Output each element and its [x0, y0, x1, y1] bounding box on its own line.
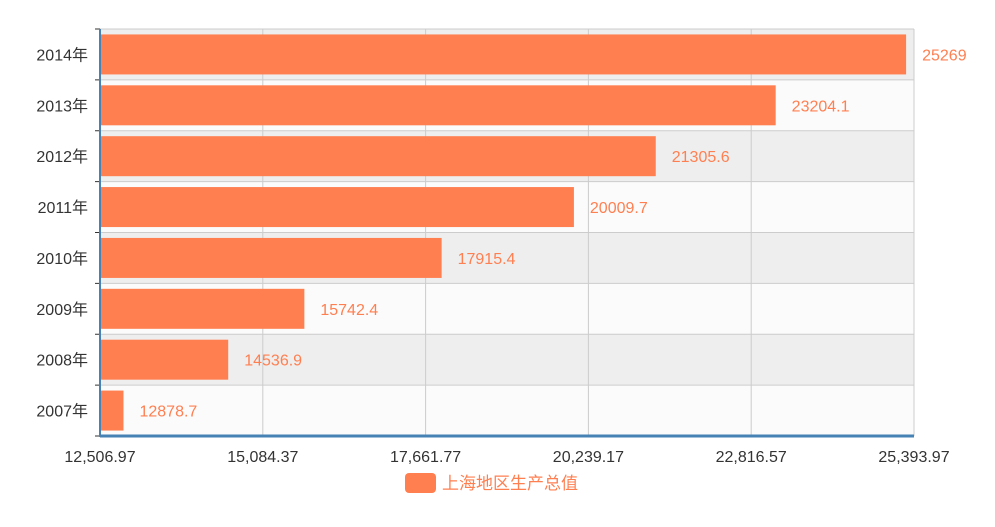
y-tick-label: 2010年	[36, 250, 88, 268]
y-tick-label: 2009年	[36, 301, 88, 319]
bar-value-label: 23204.1	[792, 98, 850, 115]
bar-value-label: 17915.4	[458, 251, 516, 268]
legend[interactable]: 上海地区生产总值	[405, 473, 578, 493]
x-tick-label: 15,084.37	[227, 449, 298, 466]
x-tick-label: 12,506.97	[64, 449, 135, 466]
bar[interactable]	[101, 85, 776, 126]
x-tick-label: 17,661.77	[390, 449, 461, 466]
x-tick-label: 22,816.57	[716, 449, 787, 466]
bar[interactable]	[101, 390, 124, 431]
bar-value-label: 21305.6	[672, 149, 730, 166]
bar-value-label: 15742.4	[320, 302, 378, 319]
bar-value-label: 14536.9	[244, 353, 302, 370]
legend-label[interactable]: 上海地区生产总值	[442, 474, 578, 493]
y-tick-label: 2007年	[36, 403, 88, 421]
bar[interactable]	[101, 34, 907, 75]
bar[interactable]	[101, 187, 574, 228]
bar[interactable]	[101, 339, 229, 380]
bars	[101, 34, 907, 431]
y-tick-label: 2014年	[36, 46, 88, 64]
bar-value-label: 25269	[922, 47, 967, 64]
x-axis-labels: 12,506.97 15,084.37 17,661.77 20,239.17 22,8…	[64, 449, 949, 466]
plot-band	[100, 385, 914, 436]
y-axis-labels: 2007年 2008年 2009年 2010年 2011年 2012年 2013年 2014年	[36, 46, 88, 420]
bar[interactable]	[101, 237, 442, 278]
bar-value-label: 12878.7	[139, 404, 197, 421]
x-tick-label: 25,393.97	[878, 449, 949, 466]
y-tick-label: 2013年	[36, 97, 88, 115]
bar[interactable]	[101, 136, 656, 177]
plot-band	[100, 334, 914, 386]
bar-value-label: 20009.7	[590, 200, 648, 217]
x-tick-label: 20,239.17	[553, 449, 624, 466]
bar[interactable]	[101, 288, 305, 329]
axes	[95, 28, 914, 438]
legend-swatch[interactable]	[405, 473, 436, 493]
data-labels: 12878.7 14536.9 15742.4 17915.4 20009.7 21305…	[139, 47, 966, 420]
y-tick-label: 2008年	[36, 352, 88, 370]
y-tick-label: 2011年	[38, 199, 88, 217]
y-tick-label: 2012年	[36, 148, 88, 166]
